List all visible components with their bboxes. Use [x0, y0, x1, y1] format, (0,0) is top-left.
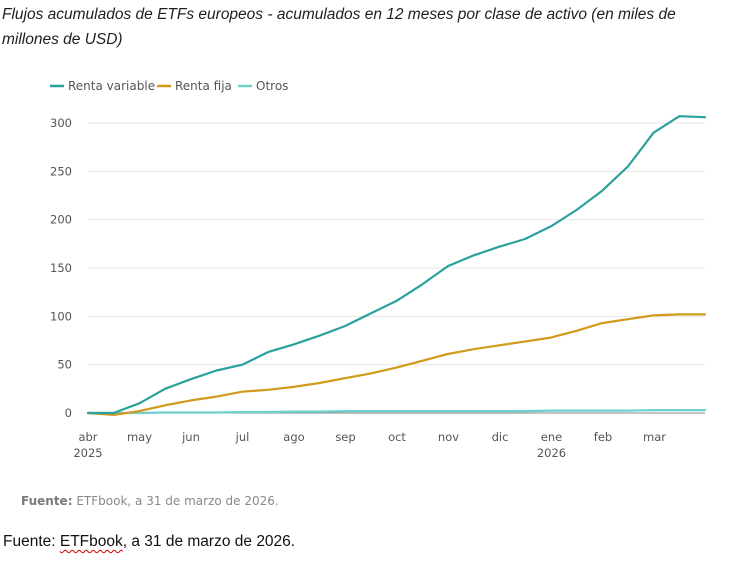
legend-label-otros: Otros — [256, 79, 288, 93]
source-note-prefix: Fuente: — [3, 533, 60, 550]
x-axis-ticks: abr 2025 may jun jul ago sep oct nov dic ene 2026 fe… — [73, 430, 666, 460]
source-note-chart-text: ETFbook, a 31 de marzo de 2026. — [76, 494, 279, 508]
x-tick-label: jul — [235, 430, 250, 444]
source-note-suffix: , a 31 de marzo de 2026. — [122, 533, 296, 550]
x-tick-label: ene — [541, 430, 562, 444]
x-tick-year-label: 2025 — [73, 446, 102, 460]
y-tick-label: 250 — [50, 164, 72, 178]
source-note-chart: Fuente: ETFbook, a 31 de marzo de 2026. — [21, 494, 279, 508]
legend: Renta variable Renta fija Otros — [50, 79, 288, 93]
y-tick-label: 300 — [50, 116, 72, 130]
series-line-renta-fija — [86, 313, 707, 416]
y-tick-label: 200 — [50, 213, 72, 227]
y-tick-label: 150 — [50, 261, 72, 275]
series-lines — [86, 115, 707, 416]
x-tick-label: jun — [181, 430, 200, 444]
y-axis-ticks: 0 50 100 150 200 250 300 — [50, 116, 72, 420]
x-tick-label: feb — [594, 430, 612, 444]
x-tick-label: dic — [492, 430, 509, 444]
legend-label-renta-fija: Renta fija — [175, 79, 232, 93]
x-tick-label: may — [127, 430, 152, 444]
series-line-otros — [86, 409, 707, 415]
x-tick-label: oct — [388, 430, 406, 444]
y-tick-label: 50 — [57, 358, 72, 372]
gridlines — [88, 122, 705, 414]
x-tick-label: ago — [283, 430, 304, 444]
y-tick-label: 0 — [65, 406, 72, 420]
y-tick-label: 100 — [50, 309, 72, 323]
chart-title: Flujos acumulados de ETFs europeos - acu… — [2, 6, 676, 48]
source-note: Fuente: ETFbook, a 31 de marzo de 2026. — [3, 533, 295, 551]
x-tick-label: abr — [78, 430, 97, 444]
x-tick-label: mar — [643, 430, 666, 444]
source-note-brand: ETFbook — [59, 533, 123, 550]
legend-label-renta-variable: Renta variable — [68, 79, 155, 93]
series-line-renta-variable — [86, 115, 707, 415]
x-tick-year-label: 2026 — [537, 446, 566, 460]
x-tick-label: sep — [335, 430, 355, 444]
x-tick-label: nov — [438, 430, 459, 444]
source-note-chart-label: Fuente: — [21, 494, 73, 508]
